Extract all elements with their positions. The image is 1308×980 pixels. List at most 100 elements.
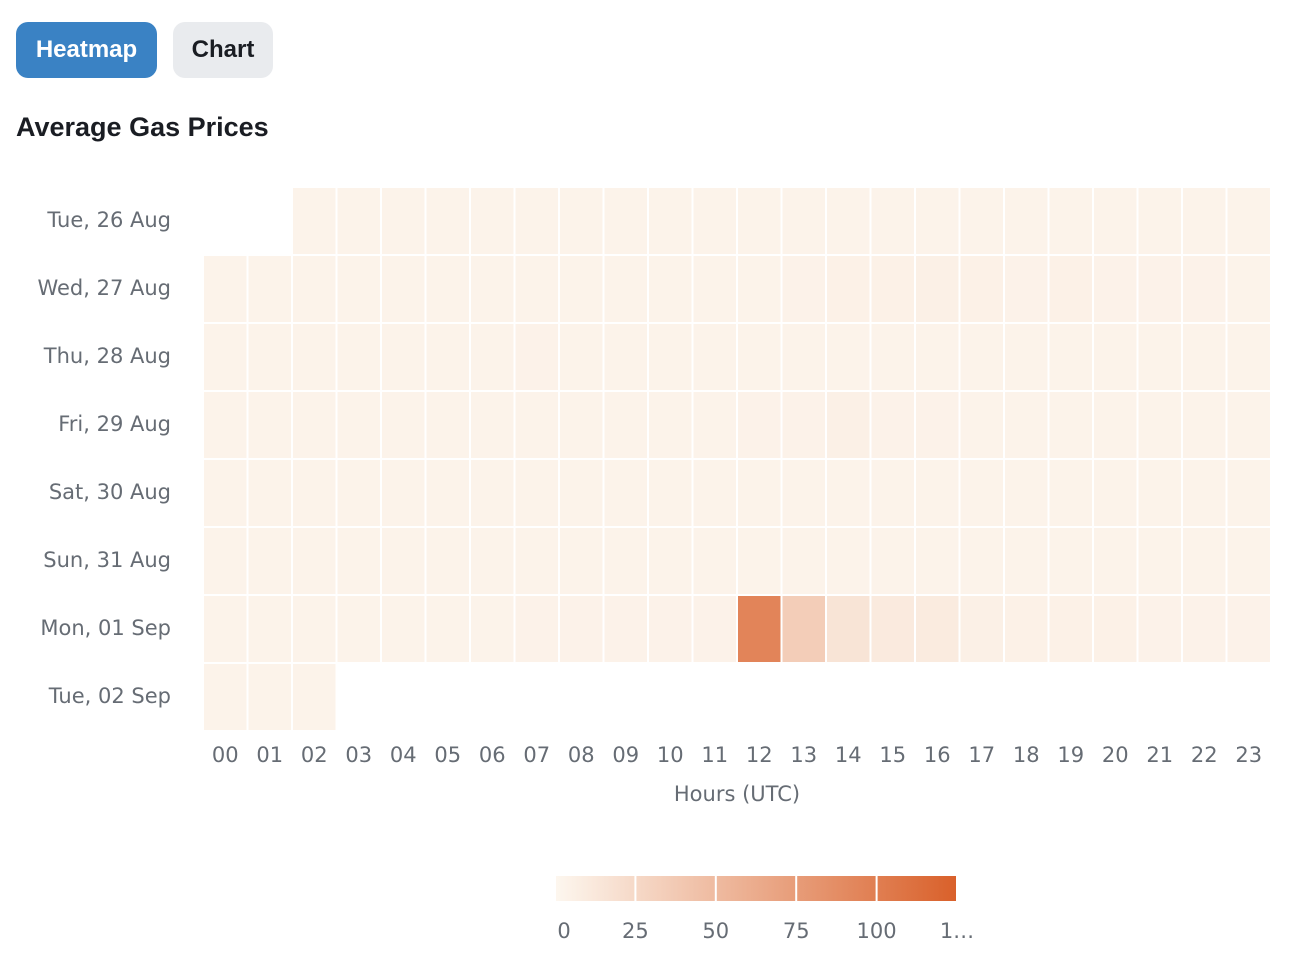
heatmap-cell — [825, 594, 872, 664]
heatmap-cell — [691, 458, 738, 528]
heatmap-cell — [1003, 186, 1050, 256]
heatmap-cell — [602, 322, 649, 392]
x-tick-label: 20 — [1102, 743, 1129, 767]
x-tick-label: 15 — [879, 743, 906, 767]
heatmap-cell — [380, 322, 427, 392]
legend-tick-label: 100 — [857, 919, 897, 943]
color-legend — [555, 876, 957, 901]
heatmap-cell — [558, 594, 605, 664]
heatmap-cell — [558, 390, 605, 460]
heatmap-cell — [825, 254, 872, 324]
heatmap-cell — [780, 526, 827, 596]
heatmap-cell — [1225, 458, 1272, 528]
heatmap-cell — [602, 526, 649, 596]
heatmap-cell — [246, 322, 293, 392]
heatmap-cell — [424, 594, 471, 664]
heatmap-cell — [914, 526, 961, 596]
heatmap-cell — [513, 526, 560, 596]
heatmap-cell — [780, 458, 827, 528]
heatmap-cell — [958, 458, 1005, 528]
heatmap-cell — [958, 594, 1005, 664]
y-tick-label: Sat, 30 Aug — [49, 480, 171, 504]
heatmap-cell — [1003, 526, 1050, 596]
heatmap-cell — [202, 322, 249, 392]
heatmap-cell — [202, 458, 249, 528]
heatmap-cell — [513, 254, 560, 324]
heatmap-cell — [691, 254, 738, 324]
x-tick-label: 11 — [701, 743, 728, 767]
heatmap-cell — [424, 458, 471, 528]
heatmap-cell — [1225, 526, 1272, 596]
heatmap-cell — [869, 526, 916, 596]
heatmap-cell — [1136, 186, 1183, 256]
heatmap-cell — [958, 526, 1005, 596]
x-tick-label: 04 — [390, 743, 417, 767]
heatmap-cell — [1003, 390, 1050, 460]
heatmap-cell — [291, 526, 338, 596]
heatmap-cell — [780, 254, 827, 324]
heatmap-cell — [869, 186, 916, 256]
y-tick-label: Thu, 28 Aug — [43, 344, 171, 368]
heatmap-cell — [291, 322, 338, 392]
heatmap-cell — [602, 458, 649, 528]
heatmap-cell — [1003, 254, 1050, 324]
heatmap-cell — [602, 186, 649, 256]
heatmap-cell — [424, 322, 471, 392]
heatmap-cell — [246, 390, 293, 460]
heatmap-cell — [736, 458, 783, 528]
heatmap-cell — [1047, 322, 1094, 392]
heatmap-cell — [825, 186, 872, 256]
heatmap-cell — [602, 594, 649, 664]
heatmap-cell — [869, 322, 916, 392]
heatmap-cell — [291, 186, 338, 256]
heatmap-cell — [647, 526, 694, 596]
heatmap-cell — [1092, 458, 1139, 528]
x-tick-label: 13 — [790, 743, 817, 767]
heatmap-cell — [380, 254, 427, 324]
heatmap-cell — [647, 254, 694, 324]
x-tick-label: 23 — [1235, 743, 1262, 767]
heatmap-cell — [914, 322, 961, 392]
heatmap-cell — [780, 390, 827, 460]
heatmap-cell — [424, 526, 471, 596]
heatmap-cell — [246, 594, 293, 664]
heatmap-cell — [513, 186, 560, 256]
tab[interactable]: Heatmap — [16, 22, 157, 78]
heatmap-cell — [469, 526, 516, 596]
heatmap-cell — [1225, 390, 1272, 460]
x-tick-label: 19 — [1057, 743, 1084, 767]
heatmap-cell — [291, 254, 338, 324]
heatmap-cell — [335, 322, 382, 392]
heatmap-cell — [246, 662, 293, 732]
legend-tick-label: 25 — [622, 919, 649, 943]
heatmap-cell — [558, 526, 605, 596]
heatmap-cell — [1181, 526, 1228, 596]
heatmap-cell — [1047, 390, 1094, 460]
heatmap-cell — [202, 526, 249, 596]
heatmap-cell — [202, 594, 249, 664]
heatmap-cell — [914, 594, 961, 664]
heatmap-cell — [1003, 322, 1050, 392]
heatmap-cell — [246, 458, 293, 528]
x-tick-label: 22 — [1191, 743, 1218, 767]
heatmap-cell — [825, 390, 872, 460]
heatmap-cell — [736, 594, 783, 664]
heatmap-cell — [380, 594, 427, 664]
heatmap-cell — [513, 322, 560, 392]
heatmap-cell — [424, 186, 471, 256]
heatmap-cell — [958, 322, 1005, 392]
heatmap-cell — [736, 390, 783, 460]
heatmap-cell — [380, 526, 427, 596]
heatmap-cell — [291, 458, 338, 528]
x-tick-label: 06 — [479, 743, 506, 767]
heatmap-cell — [424, 254, 471, 324]
heatmap-cell — [1092, 254, 1139, 324]
heatmap-cell — [736, 526, 783, 596]
heatmap-cell — [691, 594, 738, 664]
x-tick-label: 03 — [345, 743, 372, 767]
heatmap-cell — [1092, 322, 1139, 392]
heatmap-cell — [958, 254, 1005, 324]
x-tick-label: 17 — [968, 743, 995, 767]
tab[interactable]: Chart — [173, 22, 273, 78]
